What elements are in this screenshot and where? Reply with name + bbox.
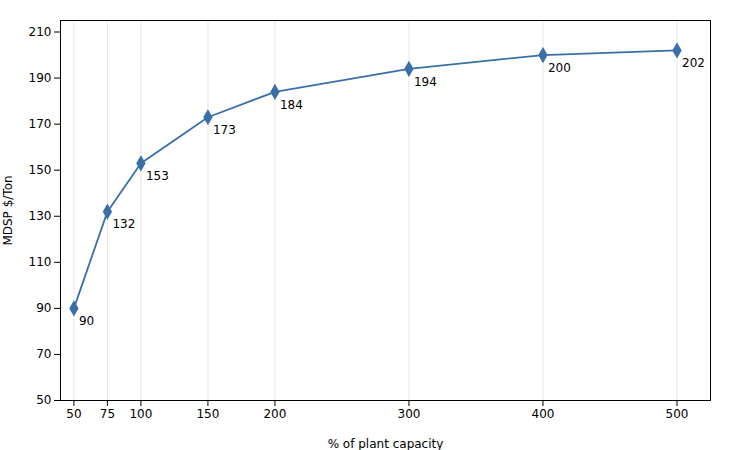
svg-text:184: 184 xyxy=(280,98,303,112)
svg-text:190: 190 xyxy=(29,71,52,85)
svg-text:202: 202 xyxy=(682,56,705,70)
svg-text:170: 170 xyxy=(29,117,52,131)
svg-text:150: 150 xyxy=(196,407,219,421)
svg-text:300: 300 xyxy=(398,407,421,421)
svg-text:90: 90 xyxy=(36,301,51,315)
svg-text:75: 75 xyxy=(100,407,115,421)
svg-text:132: 132 xyxy=(112,217,135,231)
svg-text:100: 100 xyxy=(129,407,152,421)
svg-text:70: 70 xyxy=(36,347,51,361)
svg-text:% of plant capacity: % of plant capacity xyxy=(328,437,444,450)
svg-text:200: 200 xyxy=(263,407,286,421)
svg-text:194: 194 xyxy=(414,75,437,89)
svg-text:50: 50 xyxy=(66,407,81,421)
svg-text:50: 50 xyxy=(36,393,51,407)
svg-text:130: 130 xyxy=(29,209,52,223)
svg-text:MDSP $/Ton: MDSP $/Ton xyxy=(1,175,15,245)
svg-text:150: 150 xyxy=(29,163,52,177)
svg-text:110: 110 xyxy=(29,255,52,269)
svg-text:500: 500 xyxy=(666,407,689,421)
svg-text:90: 90 xyxy=(79,314,94,328)
svg-text:173: 173 xyxy=(213,123,236,137)
svg-text:210: 210 xyxy=(29,25,52,39)
svg-text:153: 153 xyxy=(146,169,169,183)
svg-text:400: 400 xyxy=(532,407,555,421)
svg-text:200: 200 xyxy=(548,61,571,75)
